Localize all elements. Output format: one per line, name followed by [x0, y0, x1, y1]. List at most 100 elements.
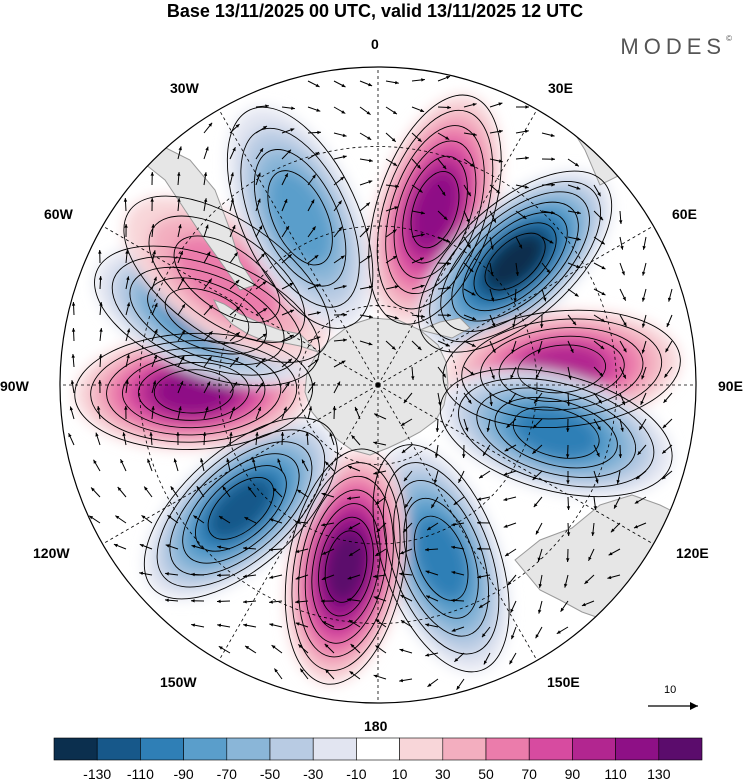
- wind-arrow: [281, 225, 290, 238]
- wind-arrow: [151, 380, 157, 394]
- wind-arrow: [593, 314, 606, 323]
- wind-arrow: [489, 158, 503, 163]
- wind-arrow: [90, 487, 101, 498]
- wind-arrow: [272, 487, 283, 498]
- wind-arrow: [349, 670, 361, 680]
- wind-arrow: [581, 600, 595, 607]
- wind-arrow: [430, 496, 439, 509]
- wind-arrow: [566, 496, 571, 511]
- wind-arrow: [273, 668, 283, 680]
- wind-arrow: [151, 224, 155, 238]
- wind-arrow: [307, 406, 312, 420]
- wind-arrow: [619, 262, 625, 276]
- wind-arrow: [147, 458, 153, 472]
- wind-arrow: [281, 282, 294, 290]
- wind-arrow: [122, 432, 127, 446]
- wind-arrow: [642, 262, 647, 276]
- wind-arrow: [359, 132, 372, 141]
- wind-arrow: [125, 328, 131, 342]
- wind-arrow: [359, 158, 373, 163]
- wind-arrow: [507, 574, 517, 586]
- wind-arrow: [619, 210, 623, 225]
- colorbar-swatch: [442, 737, 487, 761]
- lon-label-120e: 120E: [676, 545, 709, 561]
- wind-arrow: [437, 313, 452, 317]
- wind-arrow: [565, 444, 570, 459]
- wind-arrow: [619, 236, 624, 250]
- wind-arrow: [374, 548, 387, 557]
- wind-arrow: [307, 254, 319, 264]
- wind-arrow: [333, 176, 345, 186]
- wind-arrow: [566, 418, 570, 433]
- wind-arrow: [463, 210, 470, 224]
- wind-arrow: [508, 392, 517, 404]
- wind-arrow: [359, 285, 373, 290]
- wind-arrow: [593, 184, 602, 197]
- wind-arrow: [411, 184, 423, 193]
- wind-arrow: [564, 574, 569, 588]
- colorbar-swatch: [658, 737, 703, 761]
- wind-arrow: [203, 304, 213, 316]
- colorbar-tick-label: 50: [478, 766, 494, 782]
- wind-arrow: [295, 548, 309, 553]
- wind-arrow: [427, 678, 439, 688]
- wind-arrow: [489, 288, 495, 302]
- wind-arrow: [593, 496, 597, 510]
- wind-arrow: [177, 329, 186, 342]
- wind-arrow: [255, 147, 264, 160]
- wind-arrow: [591, 522, 595, 536]
- wind-arrow: [229, 198, 234, 212]
- wind-arrow: [307, 284, 321, 290]
- wind-arrow: [281, 128, 295, 134]
- wind-arrow: [433, 470, 439, 484]
- wind-arrow: [191, 623, 205, 628]
- wind-arrow: [532, 444, 543, 455]
- wind-arrow: [375, 618, 387, 628]
- wind-arrow: [619, 314, 627, 327]
- wind-arrow: [281, 106, 295, 110]
- wind-arrow: [385, 229, 397, 238]
- wind-arrow: [607, 574, 621, 580]
- wind-arrow: [489, 262, 494, 276]
- lon-label-60e: 60E: [672, 206, 697, 222]
- colorbar-swatch: [140, 737, 184, 761]
- wind-arrow: [619, 366, 627, 379]
- wind-arrow: [411, 132, 422, 143]
- wind-arrow: [305, 431, 309, 446]
- wind-arrow: [255, 172, 261, 186]
- colorbar-swatch: [399, 737, 444, 761]
- wind-arrow: [567, 288, 579, 297]
- wind-arrow: [307, 226, 317, 238]
- wind-arrow: [463, 418, 469, 432]
- wind-arrow: [203, 406, 209, 420]
- wind-arrow: [307, 130, 322, 135]
- wind-arrow: [320, 599, 335, 603]
- wind-arrow: [348, 522, 361, 530]
- wind-arrow: [399, 678, 413, 683]
- wind-arrow: [634, 496, 647, 504]
- wind-arrow: [307, 174, 317, 186]
- wind-arrow: [385, 314, 399, 320]
- wind-arrow: [619, 418, 624, 432]
- wind-arrow: [165, 544, 179, 550]
- wind-arrow: [515, 129, 529, 134]
- wind-arrow: [98, 379, 102, 394]
- wind-arrow: [613, 496, 621, 509]
- wind-arrow: [463, 158, 475, 168]
- wind-arrow: [451, 571, 465, 576]
- wind-arrow: [203, 172, 208, 186]
- wind-arrow: [333, 285, 347, 290]
- wind-arrow: [476, 547, 491, 551]
- wind-arrow: [333, 106, 346, 114]
- wind-arrow: [567, 184, 581, 190]
- wind-arrow: [489, 340, 496, 354]
- wind-arrow: [281, 149, 292, 160]
- wind-arrow: [462, 444, 466, 459]
- wind-arrow: [642, 236, 647, 250]
- wind-arrow: [141, 514, 153, 524]
- wind-arrow: [566, 392, 571, 407]
- wind-arrow: [173, 458, 179, 472]
- wind-arrow: [333, 80, 346, 88]
- wind-arrow: [373, 596, 387, 602]
- wind-arrow: [566, 471, 570, 484]
